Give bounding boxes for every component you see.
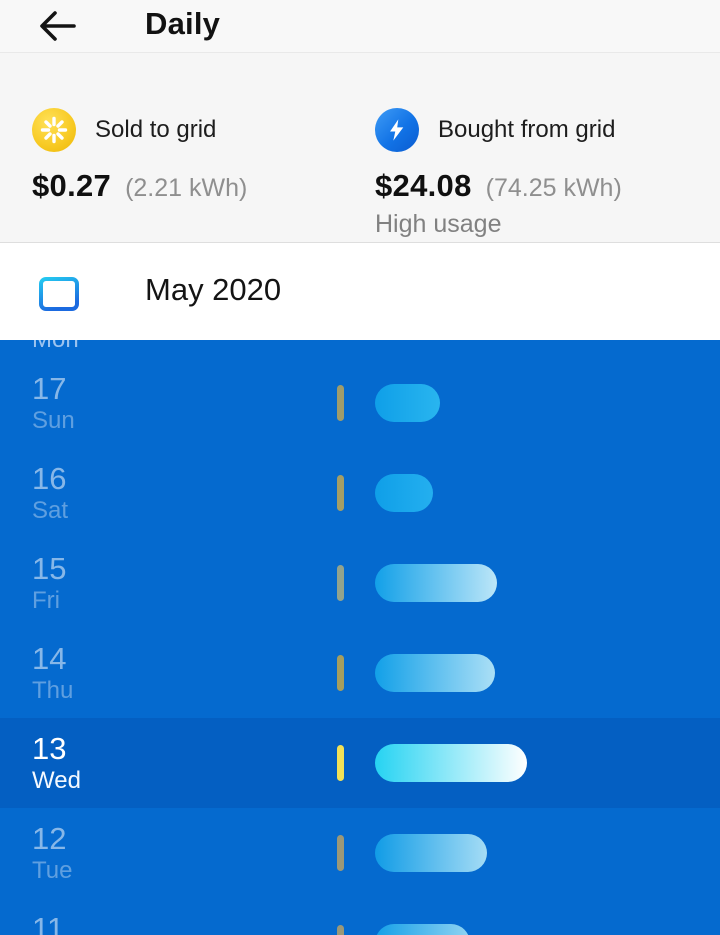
day-labels: 17 Sun <box>32 371 75 435</box>
sold-tick-mark <box>337 385 344 421</box>
day-date: 14 <box>32 641 67 676</box>
day-date: 13 <box>32 731 67 766</box>
day-date: 15 <box>32 551 67 586</box>
day-name: Tue <box>32 857 73 884</box>
sold-to-grid-stat: Sold to grid $0.27 (2.21 kWh) <box>32 108 247 204</box>
sold-label: Sold to grid <box>95 116 217 143</box>
day-row-17[interactable]: 17 Sun <box>0 358 720 448</box>
usage-bar <box>375 654 495 692</box>
usage-note: High usage <box>375 210 502 238</box>
back-button[interactable] <box>34 6 80 48</box>
day-name: Sat <box>32 497 69 524</box>
back-arrow-icon <box>37 9 77 46</box>
sold-tick-mark <box>337 565 344 601</box>
day-date: 12 <box>32 821 67 856</box>
lightning-bolt-icon <box>375 108 419 152</box>
day-date: 17 <box>32 371 67 406</box>
usage-bar <box>375 474 433 512</box>
bought-label: Bought from grid <box>438 116 616 143</box>
bought-value: $24.08 <box>375 168 472 203</box>
calendar-icon <box>36 271 82 318</box>
sold-tick-mark <box>337 655 344 691</box>
day-row-14[interactable]: 14 Thu <box>0 628 720 718</box>
month-label: May 2020 <box>145 272 282 307</box>
day-row-16[interactable]: 16 Sat <box>0 448 720 538</box>
day-name: Wed <box>32 767 81 794</box>
usage-bar <box>375 384 440 422</box>
sun-icon <box>32 108 76 152</box>
usage-bar <box>375 564 497 602</box>
day-row-11[interactable]: 11Mon <box>0 898 720 935</box>
header: Daily <box>0 0 720 53</box>
day-row-13[interactable]: 13 Wed <box>0 718 720 808</box>
day-labels: 15 Fri <box>32 551 66 615</box>
day-labels: 16 Sat <box>32 461 68 525</box>
day-name: Sun <box>32 407 75 434</box>
day-labels: 13 Wed <box>32 731 81 795</box>
sold-tick-mark <box>337 745 344 781</box>
bought-energy: (74.25 kWh) <box>485 174 622 202</box>
daily-usage-list: Mon 17Sun16Sat15Fri14Thu13Wed12Tue11Mon <box>0 326 720 935</box>
bought-from-grid-stat: Bought from grid $24.08 (74.25 kWh) High… <box>375 108 622 239</box>
month-selector-row[interactable]: May 2020 <box>0 242 720 340</box>
day-labels: 14 Thu <box>32 641 73 705</box>
day-labels: 11Mon <box>32 911 79 935</box>
sold-value: $0.27 <box>32 168 112 203</box>
day-name: Fri <box>32 587 60 614</box>
stats-section: Sold to grid $0.27 (2.21 kWh) Bought fro… <box>0 54 720 242</box>
sold-energy: (2.21 kWh) <box>125 174 248 202</box>
day-name: Thu <box>32 677 74 704</box>
usage-bar <box>375 924 470 935</box>
usage-bar <box>375 744 527 782</box>
sold-tick-mark <box>337 835 344 871</box>
sold-tick-mark <box>337 475 344 511</box>
sold-tick-mark <box>337 925 344 935</box>
page-title: Daily <box>145 6 221 41</box>
day-row-15[interactable]: 15 Fri <box>0 538 720 628</box>
day-labels: 12 Tue <box>32 821 72 885</box>
usage-bar <box>375 834 487 872</box>
day-date: 16 <box>32 461 67 496</box>
calendar-button[interactable] <box>36 269 82 315</box>
day-row-12[interactable]: 12 Tue <box>0 808 720 898</box>
day-date: 11 <box>32 911 65 935</box>
